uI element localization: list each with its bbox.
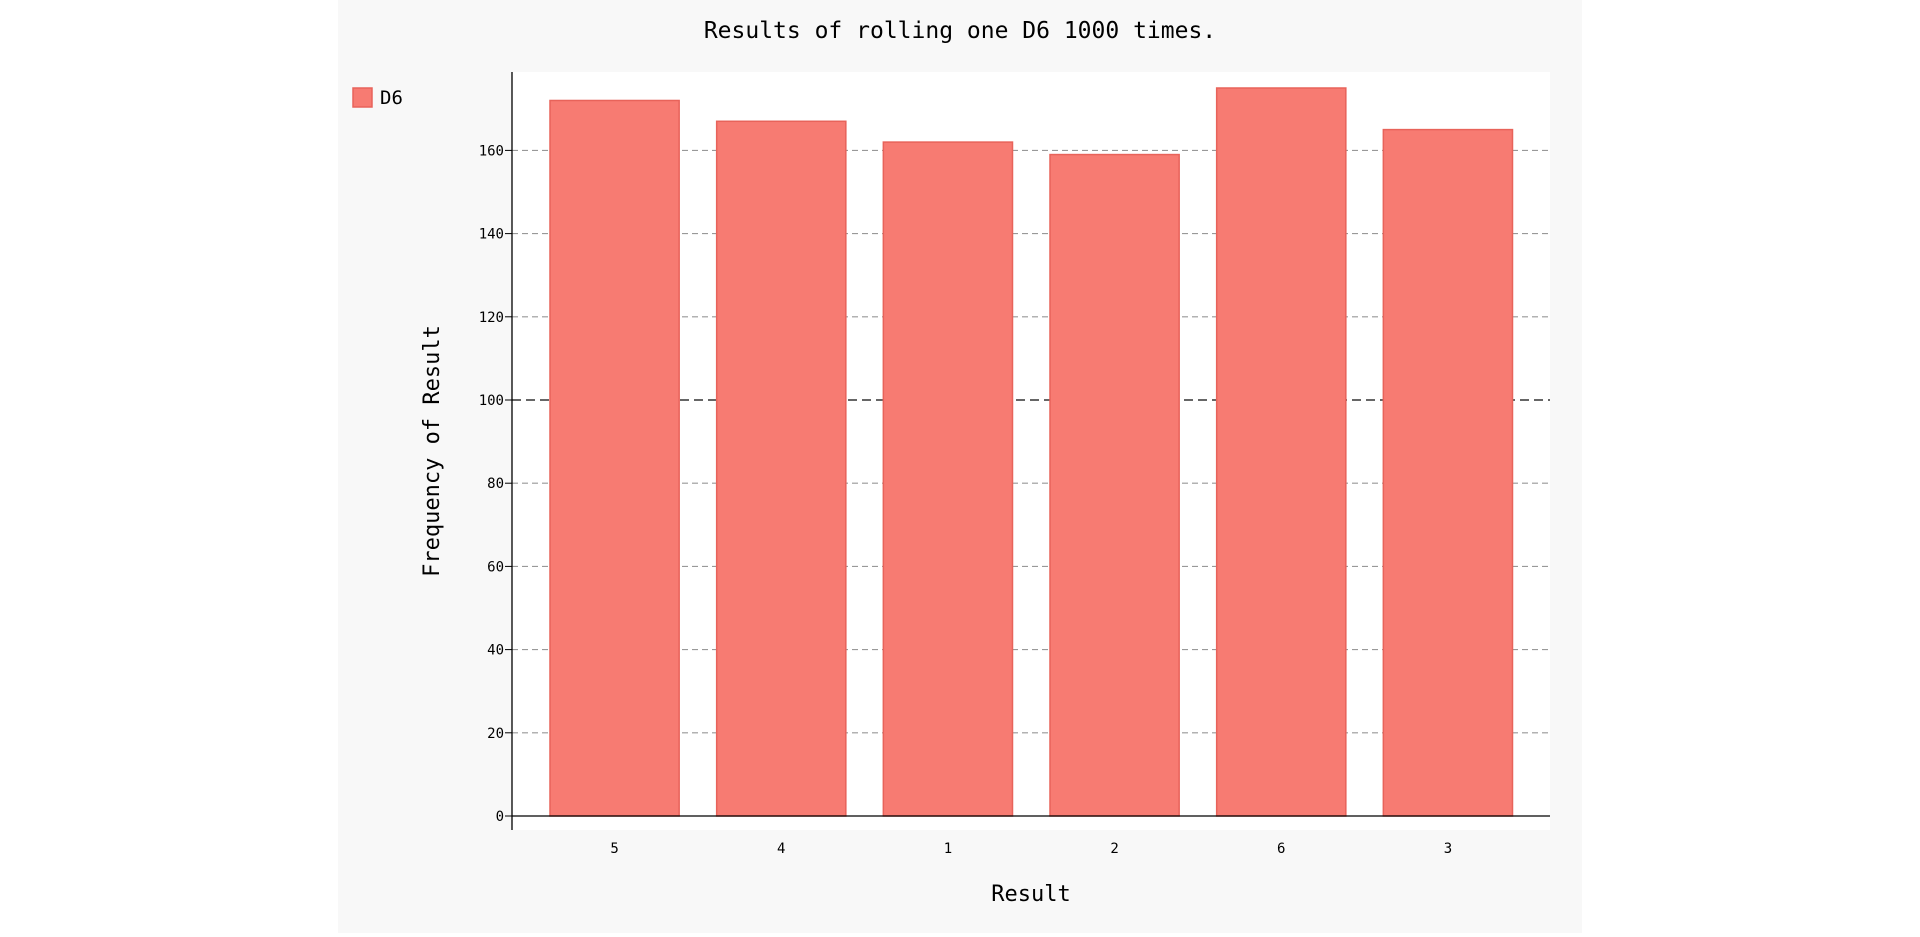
bar-6[interactable]	[1215, 87, 1347, 817]
y-tick-label: 140	[479, 227, 504, 243]
x-tick-labels: 5 4 1 2 6 3	[610, 841, 1452, 857]
chart-container: 0 20 40 60 80 100 120 140 160 5 4 1 2 6 3 Results of …	[338, 0, 1582, 933]
legend-label: D6	[380, 87, 403, 109]
x-tick-label: 6	[1277, 841, 1285, 857]
bar-3[interactable]	[1382, 128, 1514, 817]
x-tick-label: 2	[1110, 841, 1118, 857]
chart-title: Results of rolling one D6 1000 times.	[704, 18, 1216, 44]
x-tick-label: 4	[777, 841, 785, 857]
y-tick-label: 20	[487, 726, 504, 742]
x-tick-label: 5	[610, 841, 618, 857]
y-tick-label: 60	[487, 559, 504, 575]
bar-chart: 0 20 40 60 80 100 120 140 160 5 4 1 2 6 3 Results of …	[338, 0, 1582, 933]
y-axis-label: Frequency of Result	[420, 325, 445, 577]
plot-area	[512, 72, 1550, 830]
bar-5[interactable]	[549, 99, 680, 817]
x-tick-label: 3	[1444, 841, 1452, 857]
axes	[511, 72, 1550, 830]
bars	[549, 87, 1514, 817]
x-axis-label: Result	[991, 882, 1070, 907]
y-tick-label: 160	[479, 143, 504, 159]
bar-2[interactable]	[1049, 153, 1180, 817]
bar-4[interactable]	[715, 120, 847, 817]
grid-lines	[505, 149, 1550, 817]
y-tick-label: 80	[487, 476, 504, 492]
x-tick-label: 1	[944, 841, 952, 857]
y-tick-label: 0	[496, 809, 504, 825]
legend[interactable]: D6	[352, 87, 403, 109]
y-tick-labels: 0 20 40 60 80 100 120 140 160	[479, 143, 504, 825]
y-tick-label: 100	[479, 393, 504, 409]
y-tick-label: 120	[479, 310, 504, 326]
bar-1[interactable]	[882, 141, 1014, 817]
legend-swatch	[352, 87, 373, 108]
y-tick-label: 40	[487, 643, 504, 659]
